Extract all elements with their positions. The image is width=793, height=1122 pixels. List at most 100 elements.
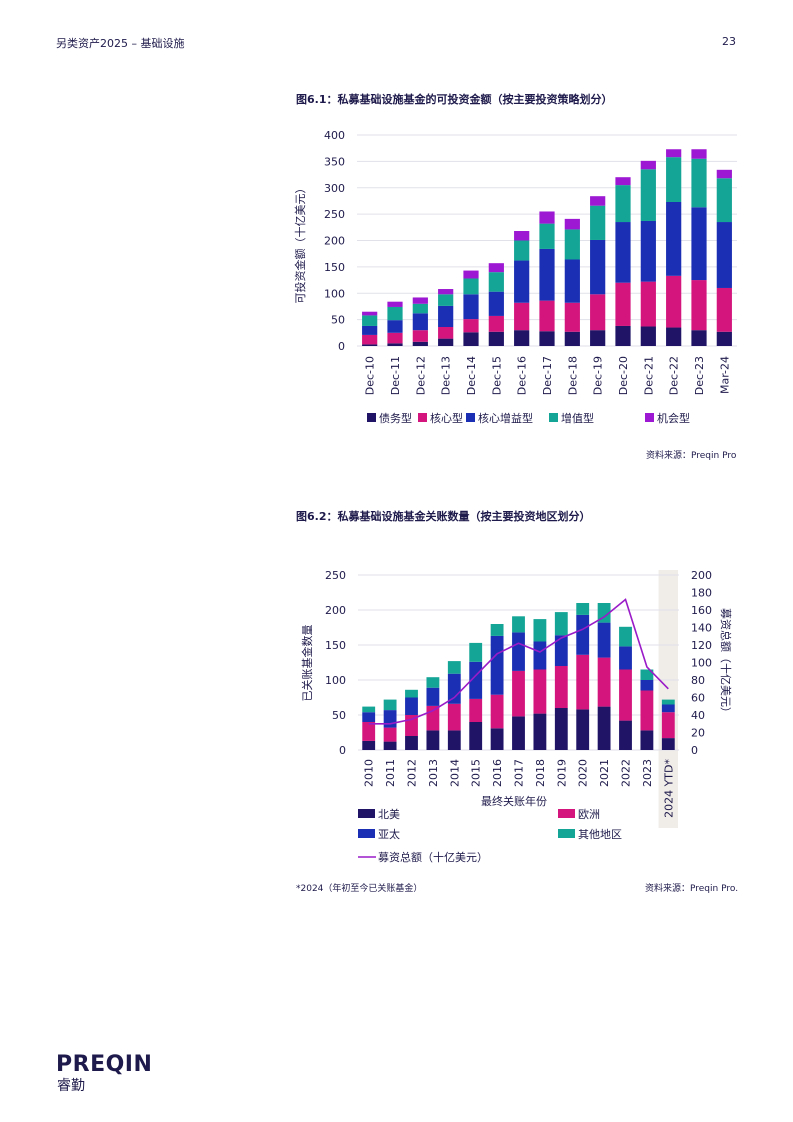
bar-segment [514,231,530,241]
x-tick-label: Dec-15 [490,356,503,395]
y-tick-label: 100 [324,287,345,300]
bar-segment [447,703,461,731]
bar-segment [383,699,397,711]
bar-segment [512,632,525,671]
x-tick-label: 2022 [620,759,633,787]
bar-segment [412,297,428,304]
x-tick-label: 2015 [470,759,483,787]
bar-segment [426,730,440,750]
bar-segment [514,330,530,346]
x-tick-label: Dec-10 [364,356,377,395]
x-tick-label: 2018 [534,759,547,787]
bar-segment [539,300,555,332]
x-tick-label: 2023 [641,759,654,787]
bar-segment [488,291,504,316]
bar-segment [362,315,378,326]
bar-segment [405,697,418,715]
y2-tick-label: 140 [691,622,712,635]
bar-segment [615,177,631,186]
legend-label: 欧洲 [578,808,600,821]
legend-label: 北美 [378,808,400,821]
y-tick-label: 0 [339,744,346,757]
bar-segment [576,614,590,655]
y2-axis-label: 募资总额（十亿美元） [719,608,733,718]
bar-segment [539,211,555,224]
legend-label: 核心增益型 [478,411,533,425]
bar-segment [463,294,479,320]
legend-swatch [358,829,375,838]
x-tick-label: Dec-21 [642,356,655,395]
legend-swatch [358,809,375,818]
bar-segment [490,694,504,729]
figure-1-source: 资料来源：Preqin Pro [646,451,737,461]
y2-tick-label: 120 [691,639,712,652]
bar-segment [514,240,530,261]
bar-segment [512,716,525,750]
bar-segment [666,157,682,202]
bar-segment [383,741,397,750]
y-tick-label: 150 [324,261,345,274]
bar-segment [539,223,555,249]
bar-segment [564,302,580,332]
x-tick-label: Dec-17 [541,356,554,395]
report-header: 另类资产2025 – 基础设施 [56,37,185,50]
x-tick-label: Dec-20 [617,356,630,395]
bar-segment [490,635,504,695]
bar-segment [463,270,479,279]
bar-segment [666,275,682,328]
bar-segment [691,330,707,346]
bar-segment [512,670,525,717]
bar-segment [691,158,707,208]
bar-segment [447,661,461,674]
x-tick-label: Dec-18 [566,356,579,395]
y2-tick-label: 200 [691,569,712,582]
y-tick-label: 50 [331,314,345,327]
bar-segment [533,669,547,714]
y2-tick-label: 20 [691,727,705,740]
bar-segment [666,149,682,158]
bar-segment [362,325,378,335]
bar-segment [661,712,675,739]
bar-segment [412,341,428,346]
x-tick-label: 2021 [598,759,611,787]
bar-segment [619,669,632,721]
bar-segment [412,303,428,314]
legend-swatch [645,413,654,422]
legend-swatch [558,829,575,838]
bar-segment [469,698,483,722]
bar-segment [514,302,530,331]
bar-segment [469,722,483,750]
bar-segment [661,704,675,713]
bar-segment [716,222,732,288]
preqin-logo: PREQIN [56,1052,153,1077]
bar-segment [514,260,530,303]
y-tick-label: 200 [325,604,346,617]
x-tick-label: Dec-16 [516,356,529,395]
y-tick-label: 250 [325,569,346,582]
bar-segment [640,326,656,346]
legend-label: 募资总额（十亿美元） [378,850,488,864]
bar-segment [597,603,611,623]
bar-segment [716,331,732,346]
bar-segment [615,282,631,326]
bar-segment [539,248,555,301]
bar-segment [640,680,654,691]
bar-segment [590,294,606,331]
bar-segment [426,705,440,731]
bar-segment [564,229,580,260]
bar-segment [362,722,376,741]
bar-segment [447,730,461,750]
x-tick-label: Dec-19 [592,356,605,395]
bar-segment [564,331,580,346]
bar-segment [597,706,611,750]
bar-segment [405,736,418,750]
figure-1-title: 图6.1：私募基础设施基金的可投资金额（按主要投资策略划分） [296,93,613,106]
bar-segment [576,709,590,750]
bar-segment [533,619,547,642]
y-axis-label: 已关账基金数量 [300,625,314,702]
bar-segment [412,330,428,342]
bar-segment [691,207,707,281]
bar-segment [564,259,580,303]
bar-segment [362,706,376,713]
x-tick-label: 2020 [577,759,590,787]
